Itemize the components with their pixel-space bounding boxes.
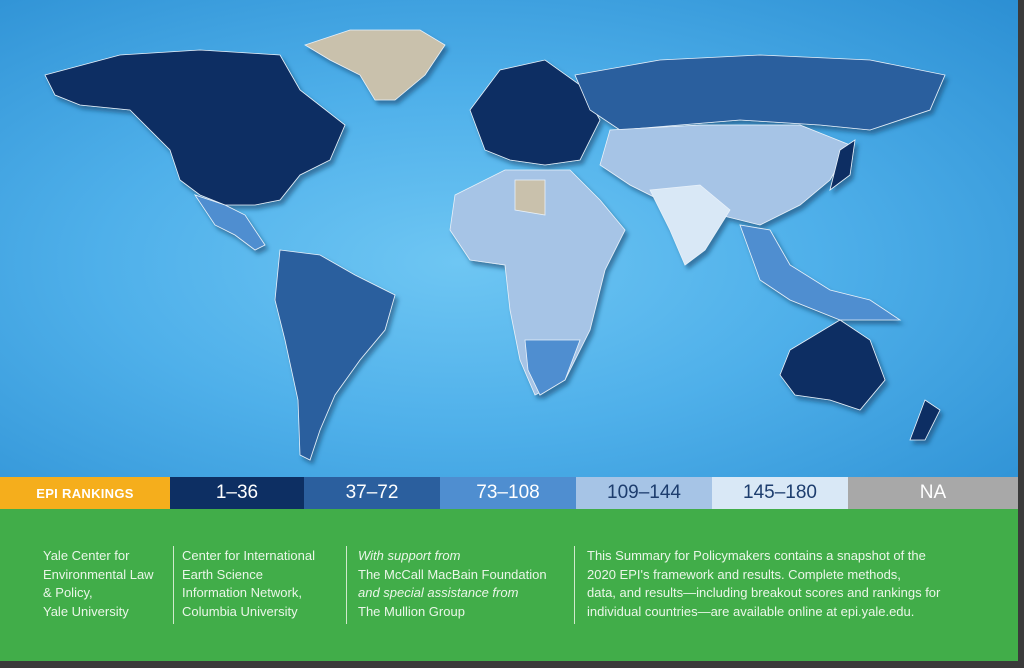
legend-range-109-144: 109–144	[576, 477, 712, 509]
region-south-america	[274, 249, 396, 461]
divider	[574, 546, 575, 624]
credit-line: Information Network,	[182, 585, 302, 600]
credit-line: Yale University	[43, 603, 129, 619]
credit-line: Center for International	[182, 548, 315, 563]
world-map-svg	[44, 29, 946, 461]
assist-name: The Mullion Group	[358, 603, 465, 619]
legend-range-1-36: 1–36	[170, 477, 304, 509]
assist-intro: and special assistance from	[358, 585, 519, 600]
yale-credit: Yale Center for Environmental Law & Poli…	[43, 547, 154, 621]
region-russia	[574, 54, 946, 131]
region-greenland	[304, 29, 446, 101]
summary-line: 2020 EPI's framework and results. Comple…	[587, 566, 901, 582]
legend-range-na: NA	[848, 477, 1018, 509]
legend-range-145-180: 145–180	[712, 477, 848, 509]
region-libya	[514, 179, 546, 216]
region-southeast-asia	[739, 224, 902, 321]
region-central-america	[194, 194, 266, 251]
summary-text: This Summary for Policymakers contains a…	[587, 547, 940, 621]
epi-rankings-legend: EPI RANKINGS 1–36 37–72 73–108 109–144 1…	[0, 477, 1018, 509]
ciesin-credit: Center for International Earth Science I…	[182, 547, 315, 621]
legend-range-37-72: 37–72	[304, 477, 440, 509]
credit-line: Yale Center for	[43, 548, 130, 563]
funder-name: The McCall MacBain Foundation	[358, 566, 547, 582]
credit-line: & Policy,	[43, 585, 93, 600]
legend-range-73-108: 73–108	[440, 477, 576, 509]
region-north-america	[44, 49, 346, 206]
divider	[173, 546, 174, 624]
region-south-asia	[649, 184, 731, 266]
region-asia	[599, 124, 851, 241]
footer: Yale Center for Environmental Law & Poli…	[0, 509, 1018, 661]
credit-line: Earth Science	[182, 566, 263, 582]
region-new-zealand	[909, 399, 941, 441]
region-japan	[829, 139, 856, 191]
divider	[346, 546, 347, 624]
legend-title: EPI RANKINGS	[0, 477, 170, 509]
summary-line: individual countries—are available onlin…	[587, 603, 915, 619]
support-intro: With support from	[358, 548, 461, 563]
summary-line: This Summary for Policymakers contains a…	[587, 548, 926, 563]
region-australia	[779, 319, 886, 411]
support-credit: With support from The McCall MacBain Fou…	[358, 547, 547, 621]
world-map	[0, 0, 1018, 477]
region-southern-africa	[524, 339, 581, 396]
region-europe	[469, 59, 601, 166]
summary-line: data, and results—including breakout sco…	[587, 585, 941, 600]
credit-line: Columbia University	[182, 603, 298, 619]
credit-line: Environmental Law	[43, 566, 154, 582]
